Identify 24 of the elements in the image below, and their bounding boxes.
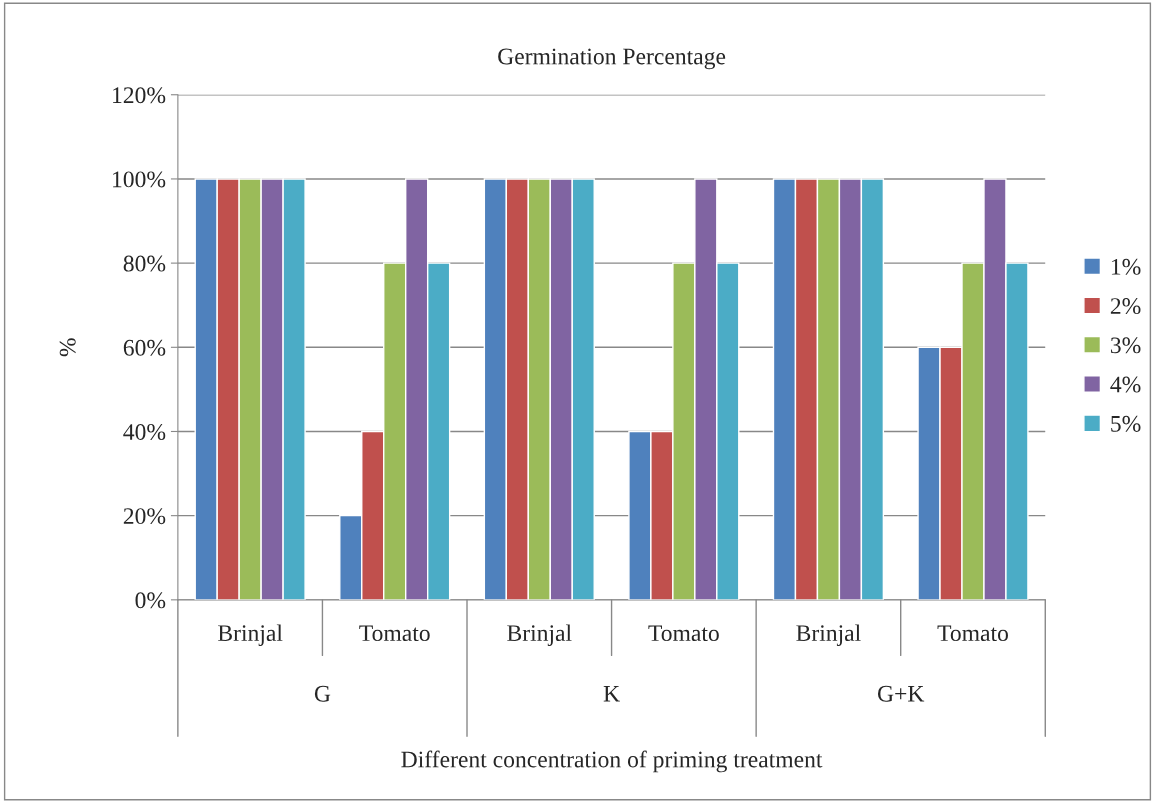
y-axis-title: % — [59, 338, 76, 357]
legend-label: 3% — [1110, 337, 1141, 354]
x-tick-label: Brinjal — [507, 624, 572, 646]
legend-label: 1% — [1111, 258, 1141, 275]
y-tick-label: 80% — [123, 255, 166, 272]
x-tick-label: Brinjal — [796, 624, 861, 646]
x-tick-label: Tomato — [648, 625, 719, 642]
y-tick-label: 20% — [123, 508, 166, 525]
text: G — [314, 685, 331, 702]
y-tick-label: 0% — [135, 592, 166, 609]
y-tick-label: 120% — [113, 87, 166, 104]
legend-label: 5% — [1111, 415, 1141, 432]
legend-label: 2% — [1110, 298, 1141, 315]
text: G+K — [877, 685, 925, 702]
x-tick-label: Tomato — [359, 625, 430, 642]
y-tick-label: 40% — [123, 423, 166, 440]
text: K — [603, 686, 620, 702]
legend-label: 4% — [1110, 376, 1141, 393]
x-tick-label: Brinjal — [218, 624, 283, 646]
x-tick-label: Tomato — [937, 625, 1008, 642]
y-tick-label: 60% — [123, 339, 166, 356]
x-axis-title: Different concentration of priming treatment — [401, 750, 823, 773]
chart-title: Germination Percentage — [498, 48, 726, 70]
y-tick-label: 100% — [113, 171, 166, 188]
